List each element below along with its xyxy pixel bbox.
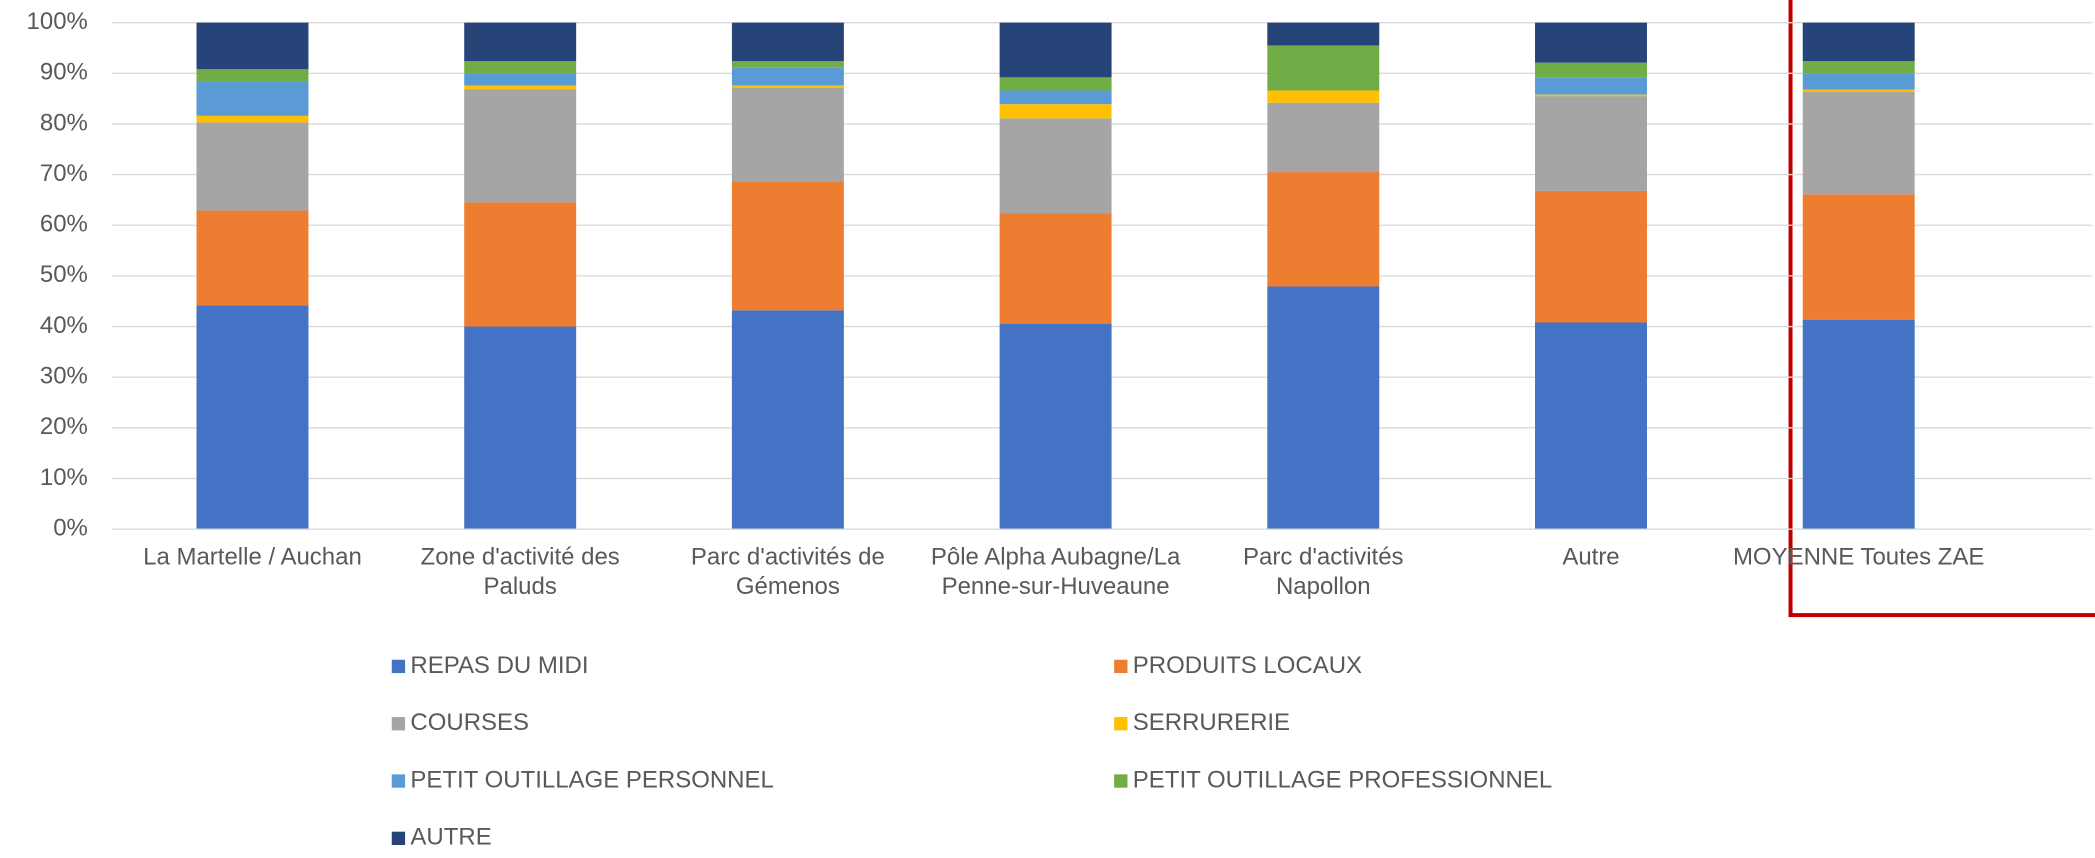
bar-segment [1535,322,1647,530]
bar-segment [464,89,577,203]
x-tick-label: La Martelle / Auchan [143,544,362,571]
legend-marker [391,717,406,731]
bar-segment [464,326,577,530]
bar-segment [464,22,577,62]
bar-segment [1535,22,1647,63]
bar-segment [464,202,577,327]
y-tick-label: 0% [53,514,88,541]
legend-marker [1114,774,1128,788]
x-tick-label: Parc d'activités de Gémenos [691,544,885,600]
legend-label: REPAS DU MIDI [410,652,588,679]
x-tick-label: Pôle Alpha Aubagne/La Penne-sur-Huveaune [931,544,1181,600]
x-tick-label: Zone d'activité des Paluds [421,544,620,600]
bar-segment [1535,77,1647,95]
y-tick-label: 40% [40,312,88,339]
bar-segment [731,310,844,530]
bar-segment [1535,96,1647,191]
legend-label: PRODUITS LOCAUX [1133,652,1362,679]
bar-segment [1535,94,1647,97]
bar-segment [196,210,309,306]
bar-segment [464,61,577,74]
bar-segment [1535,190,1647,323]
legend-marker [391,831,406,846]
y-tick-label: 100% [27,8,88,35]
legend-marker [1114,659,1128,674]
bar-segment [731,85,844,88]
bar-segment [1267,172,1380,287]
legend-marker [391,774,406,788]
bar-segment [464,73,577,86]
bar-segment [999,213,1112,325]
x-tick-label: Autre [1562,544,1619,571]
y-tick-label: 80% [40,109,88,136]
y-tick-label: 10% [40,464,88,491]
bar-segment [1267,286,1380,530]
bar-segment [1267,90,1380,103]
bar-segment [1267,102,1380,173]
bar-segment [999,77,1112,91]
bar-segment [196,122,309,211]
bar-segment [1802,73,1915,90]
highlight-box [1788,0,2095,618]
bar-segment [196,69,309,82]
bar-segment [1267,45,1380,91]
bar-segment [999,118,1112,214]
bar-segment [731,61,844,68]
x-tick-label: Parc d'activités Napollon [1243,544,1404,600]
bar-segment [1802,22,1915,62]
y-tick-label: 50% [40,261,88,288]
bar-segment [999,104,1112,119]
bar-segment [196,115,309,123]
bar-segment [999,22,1112,78]
legend-label: SERRURERIE [1133,709,1290,736]
bar-segment [464,85,577,90]
bar-segment [1802,89,1915,93]
bar-segment [1802,194,1915,320]
bar-segment [731,181,844,311]
bar-segment [196,81,309,116]
legend-marker [1114,717,1128,731]
bar-segment [196,22,309,70]
legend-label: COURSES [410,709,529,736]
legend-label: PETIT OUTILLAGE PROFESSIONNEL [1133,766,1552,793]
legend-label: PETIT OUTILLAGE PERSONNEL [410,766,773,793]
bar-segment [731,67,844,86]
bar-segment [1267,22,1380,46]
legend-marker [391,659,406,674]
bar-segment [1802,61,1915,74]
bar-segment [999,324,1112,530]
y-tick-label: 20% [40,413,88,440]
bar-segment [999,90,1112,105]
y-tick-label: 70% [40,160,88,187]
bar-segment [1802,319,1915,530]
bar-segment [196,305,309,530]
y-tick-label: 30% [40,363,88,390]
y-tick-label: 60% [40,211,88,238]
bar-segment [1802,92,1915,195]
y-tick-label: 90% [40,59,88,86]
bar-segment [731,87,844,182]
bar-segment [731,22,844,62]
legend-label: AUTRE [410,824,491,851]
bar-segment [1535,62,1647,78]
x-tick-label: MOYENNE Toutes ZAE [1733,544,1984,571]
